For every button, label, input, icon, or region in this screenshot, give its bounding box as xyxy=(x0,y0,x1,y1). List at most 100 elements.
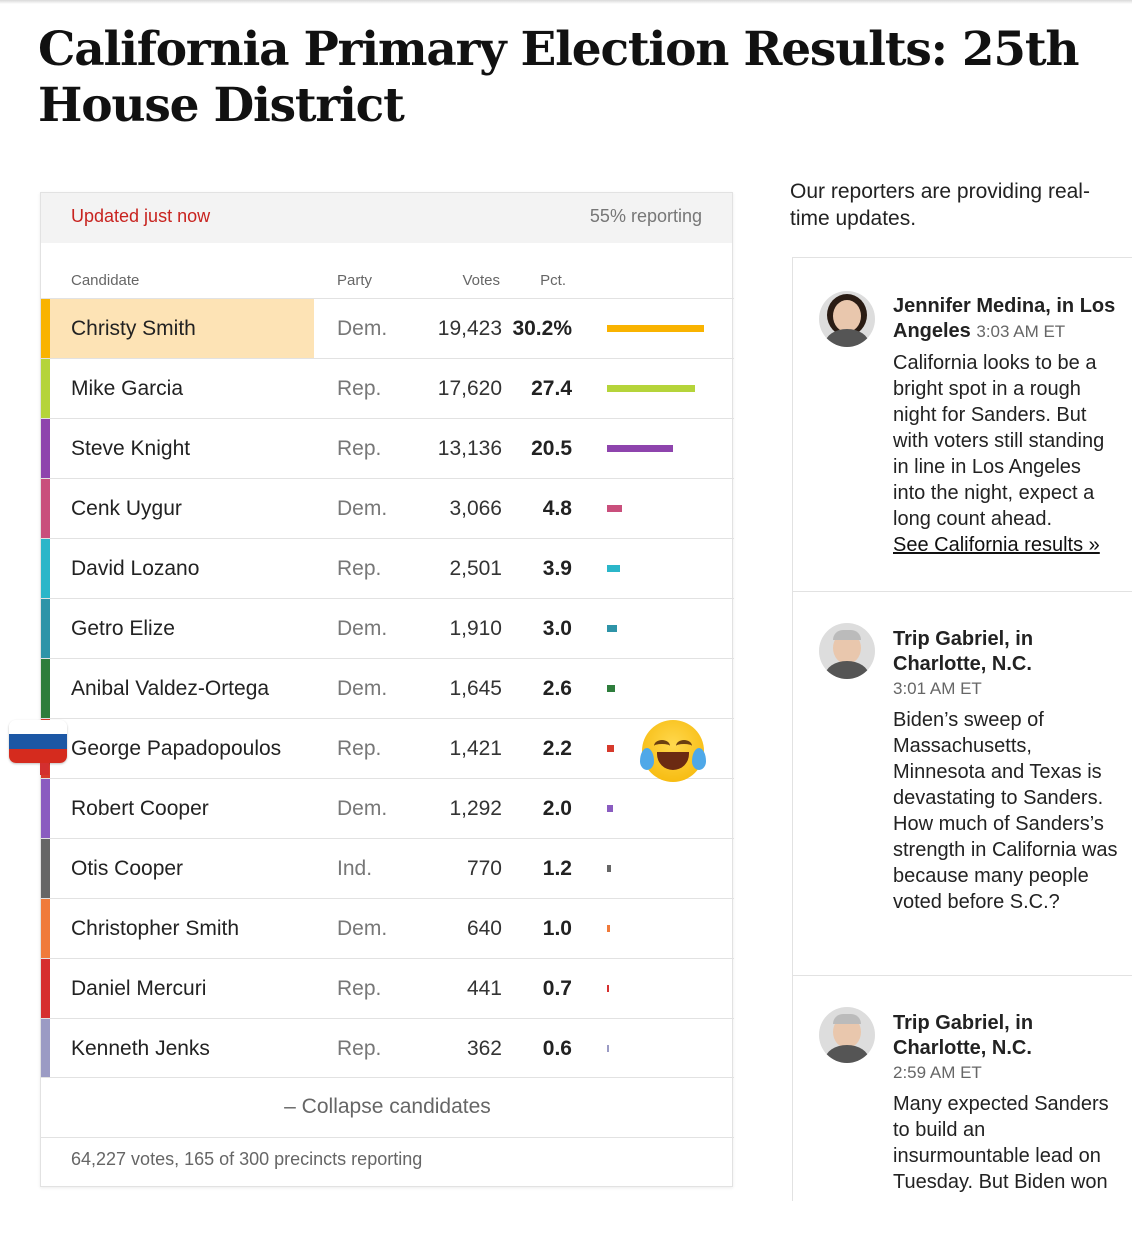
candidate-pct: 4.8 xyxy=(542,497,572,520)
top-shadow xyxy=(0,0,1132,4)
vote-share-bar xyxy=(607,565,620,572)
emoji-tear-right xyxy=(692,748,706,770)
candidate-votes: 3,066 xyxy=(449,497,502,520)
post-author: Trip Gabriel, in Charlotte, N.C. xyxy=(893,628,1034,675)
avatar xyxy=(819,291,875,347)
candidate-party: Dem. xyxy=(337,677,388,700)
party-color-stripe xyxy=(41,899,50,958)
candidate-pct: 2.0 xyxy=(542,797,572,820)
party-color-stripe xyxy=(41,539,50,598)
candidate-pct: 27.4 xyxy=(531,377,572,400)
candidate-name: Anibal Valdez-Ortega xyxy=(71,677,270,700)
post-body: Many expected Sanders to build an insurm… xyxy=(893,1093,1109,1193)
flag-stripe-red xyxy=(9,748,67,763)
post-author: Jennifer Medina, in Los Angeles 3:03 AM … xyxy=(893,295,1116,342)
candidate-row: Mike Garcia Rep. 17,620 27.4 xyxy=(41,358,734,418)
leader-highlight xyxy=(50,299,314,358)
post-author: Trip Gabriel, in Charlotte, N.C. xyxy=(893,1012,1034,1059)
candidate-votes: 13,136 xyxy=(437,437,502,460)
candidate-row: Steve Knight Rep. 13,136 20.5 xyxy=(41,418,734,478)
emoji-tear-left xyxy=(640,748,654,770)
candidate-votes: 2,501 xyxy=(449,557,502,580)
candidate-pct: 0.7 xyxy=(542,977,572,1000)
candidate-row: David Lozano Rep. 2,501 3.9 xyxy=(41,538,734,598)
vote-share-bar xyxy=(607,625,617,632)
candidate-row: Otis Cooper Ind. 770 1.2 xyxy=(41,838,734,898)
russian-flag-icon xyxy=(9,720,67,763)
vote-share-bar xyxy=(607,865,611,872)
candidate-row: Cenk Uygur Dem. 3,066 4.8 xyxy=(41,478,734,538)
vote-share-bar xyxy=(607,925,610,932)
party-color-stripe xyxy=(41,299,50,358)
vote-share-bar xyxy=(607,325,704,332)
candidate-votes: 1,645 xyxy=(449,677,502,700)
candidate-row: Anibal Valdez-Ortega Dem. 1,645 2.6 xyxy=(41,658,734,718)
column-header-votes: Votes xyxy=(462,272,500,289)
candidate-votes: 362 xyxy=(466,1037,502,1060)
candidate-name: Getro Elize xyxy=(71,617,175,640)
results-footer: 64,227 votes, 165 of 300 precincts repor… xyxy=(41,1137,734,1188)
candidate-row: Kenneth Jenks Rep. 362 0.6 xyxy=(41,1018,734,1078)
party-color-stripe xyxy=(41,479,50,538)
vote-share-bar xyxy=(607,1045,609,1052)
candidate-name: Daniel Mercuri xyxy=(71,977,207,1000)
collapse-candidates-button[interactable]: – Collapse candidates xyxy=(41,1077,734,1137)
party-color-stripe xyxy=(41,359,50,418)
column-header-candidate: Candidate xyxy=(71,272,140,289)
flag-stripe-blue xyxy=(9,734,67,749)
post-time: 3:03 AM ET xyxy=(976,322,1066,341)
results-card: Updated just now 55% reporting Candidate… xyxy=(40,192,734,1188)
emoji-mouth xyxy=(657,752,689,770)
column-header-pct: Pct. xyxy=(540,272,566,289)
party-color-stripe xyxy=(41,419,50,478)
party-color-stripe xyxy=(41,599,50,658)
live-post: Trip Gabriel, in Charlotte, N.C. 3:01 AM… xyxy=(793,591,1132,976)
candidate-party: Dem. xyxy=(337,617,388,640)
candidate-row: George Papadopoulos Rep. 1,421 2.2 xyxy=(41,718,734,778)
avatar xyxy=(819,1007,875,1063)
candidate-party: Dem. xyxy=(337,497,388,520)
live-post: Jennifer Medina, in Los Angeles 3:03 AM … xyxy=(793,258,1132,592)
candidate-party: Rep. xyxy=(337,1037,382,1060)
party-color-stripe xyxy=(41,959,50,1018)
vote-share-bar xyxy=(607,685,615,692)
candidate-votes: 640 xyxy=(466,917,502,940)
california-results-link[interactable]: See California results » xyxy=(893,534,1100,556)
candidate-name: Christopher Smith xyxy=(71,917,240,940)
vote-share-bar xyxy=(607,745,614,752)
candidate-votes: 19,423 xyxy=(437,317,502,340)
flag-tail-icon xyxy=(40,763,49,775)
post-time: 3:01 AM ET xyxy=(893,679,982,698)
vote-share-bar xyxy=(607,805,613,812)
vote-share-bar xyxy=(607,385,695,392)
live-intro: Our reporters are providing real-time up… xyxy=(790,180,1090,230)
candidate-party: Rep. xyxy=(337,977,382,1000)
live-updates-feed: Jennifer Medina, in Los Angeles 3:03 AM … xyxy=(792,257,1132,1201)
candidate-name: Steve Knight xyxy=(71,437,191,460)
candidate-pct: 20.5 xyxy=(531,437,572,460)
candidate-party: Dem. xyxy=(337,797,388,820)
candidate-pct: 2.6 xyxy=(542,677,572,700)
candidate-votes: 770 xyxy=(466,857,502,880)
vote-share-bar xyxy=(607,985,609,992)
candidate-pct: 1.2 xyxy=(542,857,572,880)
vote-share-bar xyxy=(607,445,673,452)
reporting-status: 55% reporting xyxy=(589,206,702,226)
candidate-votes: 17,620 xyxy=(437,377,502,400)
post-body: Biden’s sweep of Massachusetts, Minnesot… xyxy=(893,709,1118,913)
candidate-row: Christopher Smith Dem. 640 1.0 xyxy=(41,898,734,958)
emoji-eye-right xyxy=(676,740,692,752)
post-time: 2:59 AM ET xyxy=(893,1063,982,1082)
candidate-name: Robert Cooper xyxy=(71,797,209,820)
candidate-party: Dem. xyxy=(337,317,388,340)
party-color-stripe xyxy=(41,1019,50,1078)
candidate-party: Dem. xyxy=(337,917,388,940)
candidate-pct: 2.2 xyxy=(542,737,572,760)
candidate-votes: 1,421 xyxy=(449,737,502,760)
candidate-pct: 3.9 xyxy=(542,557,572,580)
candidate-pct: 3.0 xyxy=(542,617,572,640)
candidate-row: Getro Elize Dem. 1,910 3.0 xyxy=(41,598,734,658)
results-header: Updated just now 55% reporting xyxy=(41,193,732,243)
candidate-party: Ind. xyxy=(337,857,373,880)
candidate-votes: 441 xyxy=(466,977,502,1000)
